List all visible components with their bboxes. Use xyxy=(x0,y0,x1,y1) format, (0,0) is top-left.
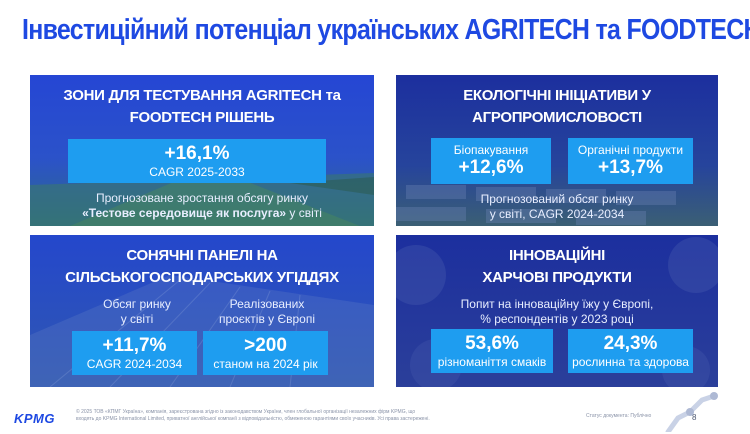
heading-line: FOODTECH РІШЕНЬ xyxy=(129,109,275,126)
panel-description: Прогнозоване зростання обсягу ринку «Тес… xyxy=(30,191,374,221)
panel-heading: ЗОНИ ДЛЯ ТЕСТУВАННЯ AGRITECH та FOODTECH… xyxy=(30,85,374,129)
stat-caption: рослинна та здорова xyxy=(572,355,689,369)
stat-value: +12,6% xyxy=(458,157,524,178)
heading-line: ІННОВАЦІЙНІ xyxy=(508,247,606,264)
stat-box-biopackaging: Біопакування +12,6% xyxy=(431,138,551,184)
description-line: % респондентів у 2023 році xyxy=(480,312,634,326)
stat-box-organic: Органічні продукти +13,7% xyxy=(568,138,693,184)
stat-caption: станом на 2024 рік xyxy=(213,357,318,371)
description-tail: у світі xyxy=(286,206,322,220)
panel-solar-panels: СОНЯЧНІ ПАНЕЛІ НА СІЛЬСЬКОГОСПОДАРСЬКИХ … xyxy=(30,235,374,387)
stat-label: Органічні продукти xyxy=(577,143,684,157)
legal-line: © 2025 ТОВ «КПМГ Україна», компанія, зар… xyxy=(76,409,416,415)
label-line: у світі xyxy=(120,312,154,326)
heading-line: ЕКОЛОГІЧНІ ІНІЦІАТИВИ У xyxy=(463,87,651,104)
description-line: Попит на інноваційну їжу у Європі, xyxy=(460,297,654,311)
description-line: Прогнозований обсяг ринку xyxy=(480,192,634,206)
panel-innovative-food: ІННОВАЦІЙНІ ХАРЧОВІ ПРОДУКТИ Попит на ін… xyxy=(396,235,718,387)
heading-line: АГРОПРОМИСЛОВОСТІ xyxy=(472,109,642,126)
heading-line: СІЛЬСЬКОГОСПОДАРСЬКИХ УГІДДЯХ xyxy=(65,269,339,286)
stat-value: +16,1% xyxy=(164,143,230,164)
document-status: Статус документа: Публічно xyxy=(586,413,652,419)
description-line: у світі, CAGR 2024-2034 xyxy=(489,207,625,221)
panel-eco-initiatives: ЕКОЛОГІЧНІ ІНІЦІАТИВИ У АГРОПРОМИСЛОВОСТ… xyxy=(396,75,718,226)
panel-description: Прогнозований обсяг ринку у світі, CAGR … xyxy=(396,192,718,222)
stat-box-cagr: +16,1% CAGR 2025-2033 xyxy=(68,139,326,183)
heading-line: СОНЯЧНІ ПАНЕЛІ НА xyxy=(126,247,278,264)
stat-caption: CAGR 2024-2034 xyxy=(86,357,183,371)
description-bold: «Тестове середовище як послуга» xyxy=(82,206,287,220)
heading-line: ЗОНИ ДЛЯ ТЕСТУВАННЯ AGRITECH та xyxy=(63,87,341,104)
kpmg-logo: KPMG xyxy=(14,411,55,426)
stat-value: 24,3% xyxy=(603,333,658,354)
page-title: Інвестиційний потенціал українських AGRI… xyxy=(22,14,750,46)
panel-heading: ЕКОЛОГІЧНІ ІНІЦІАТИВИ У АГРОПРОМИСЛОВОСТ… xyxy=(396,85,718,129)
panel-description: Попит на інноваційну їжу у Європі, % рес… xyxy=(396,297,718,327)
page-number: 8 xyxy=(692,413,697,422)
legal-disclaimer: © 2025 ТОВ «КПМГ Україна», компанія, зар… xyxy=(76,409,446,423)
description-line: Прогнозоване зростання обсягу ринку xyxy=(95,191,309,205)
label-line: Обсяг ринку xyxy=(103,297,171,311)
label-line: проєктів у Європі xyxy=(218,312,316,326)
panel-heading: ІННОВАЦІЙНІ ХАРЧОВІ ПРОДУКТИ xyxy=(396,245,718,289)
stat-value: +13,7% xyxy=(598,157,663,178)
stat-label-market: Обсяг ринку у світі xyxy=(72,297,202,327)
panel-heading: СОНЯЧНІ ПАНЕЛІ НА СІЛЬСЬКОГОСПОДАРСЬКИХ … xyxy=(30,245,374,289)
stat-value: 53,6% xyxy=(465,333,519,354)
heading-line: ХАРЧОВІ ПРОДУКТИ xyxy=(482,269,632,286)
panel-testing-zones: ЗОНИ ДЛЯ ТЕСТУВАННЯ AGRITECH та FOODTECH… xyxy=(30,75,374,226)
stat-box-solar-cagr: +11,7% CAGR 2024-2034 xyxy=(72,331,197,375)
stat-box-flavors: 53,6% різноманіття смаків xyxy=(431,329,553,373)
label-line: Реалізованих xyxy=(229,297,305,311)
stat-label: Біопакування xyxy=(453,143,529,157)
stat-box-plant-based: 24,3% рослинна та здорова xyxy=(568,329,693,373)
legal-line: входять до KPMG International Limited, п… xyxy=(76,416,430,422)
stat-value: >200 xyxy=(244,335,287,356)
stat-caption: різноманіття смаків xyxy=(437,355,547,369)
stat-caption: CAGR 2025-2033 xyxy=(149,165,245,179)
robot-arm-decoration xyxy=(665,392,718,432)
stat-value: +11,7% xyxy=(102,335,167,356)
stat-box-solar-projects: >200 станом на 2024 рік xyxy=(203,331,328,375)
stat-label-projects: Реалізованих проєктів у Європі xyxy=(202,297,332,327)
